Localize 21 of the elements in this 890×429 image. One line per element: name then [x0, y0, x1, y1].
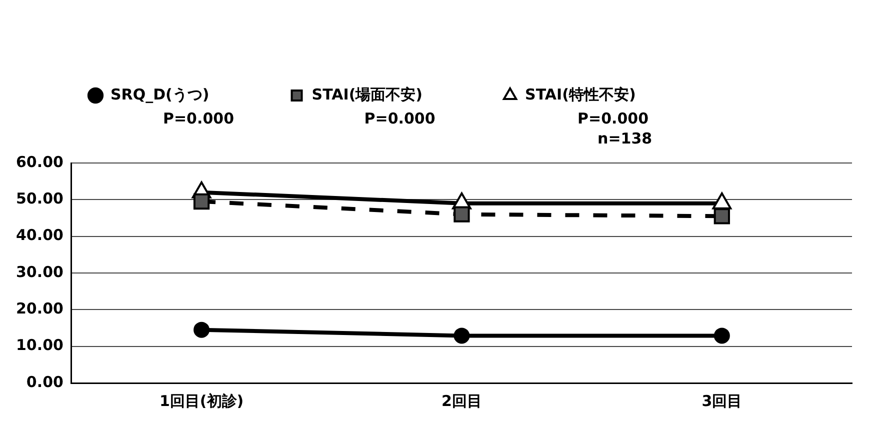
legend-label: SRQ_D(うつ)	[110, 85, 210, 104]
point	[454, 328, 470, 344]
text: P=0.000	[364, 109, 436, 128]
legend-label: STAI(場面不安)	[312, 85, 423, 104]
legend-label: STAI(特性不安)	[525, 85, 636, 104]
text: n=138	[598, 129, 652, 148]
text: P=0.000	[163, 109, 234, 128]
point	[194, 322, 210, 338]
text: P=0.000	[578, 109, 649, 128]
x-tick-label: 2回目	[442, 392, 482, 410]
y-tick-label: 0.00	[26, 372, 64, 391]
y-tick-label: 20.00	[16, 300, 64, 318]
y-tick-label: 60.00	[16, 152, 64, 171]
x-tick-label: 1回目(初診)	[159, 392, 244, 410]
y-tick-label: 30.00	[16, 262, 64, 281]
point	[714, 328, 730, 344]
y-tick-label: 50.00	[16, 190, 64, 208]
y-tick-label: 40.00	[16, 226, 64, 244]
x-tick-label: 3回目	[702, 392, 742, 410]
y-tick-label: 10.00	[16, 336, 64, 354]
point	[712, 192, 732, 210]
